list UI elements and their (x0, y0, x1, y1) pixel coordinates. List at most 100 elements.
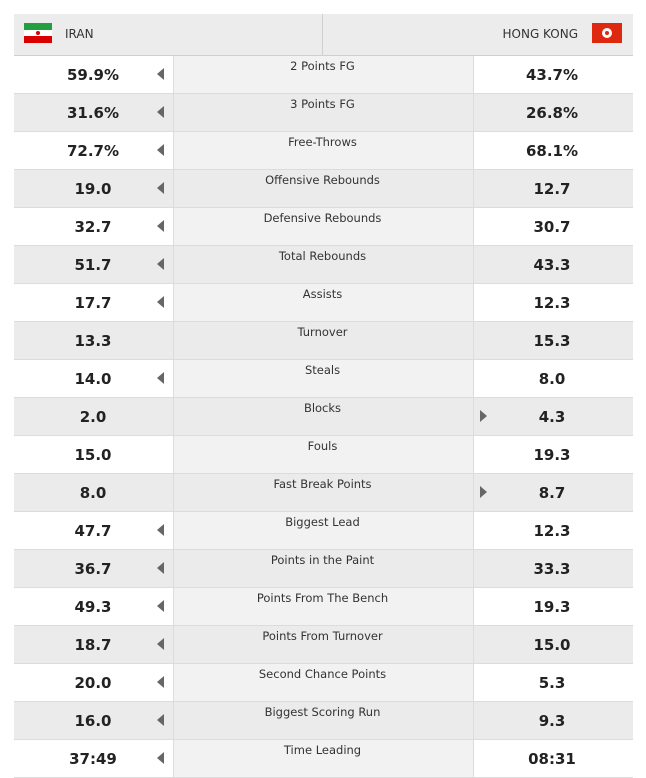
stat-row: 37:49 Time Leading 08:31 (14, 740, 633, 778)
stats-panel: IRAN HONG KONG 59.9% 2 Points FG 43.7% 31.6… (14, 14, 633, 778)
left-value: 47.7 (74, 522, 112, 540)
left-value: 16.0 (74, 712, 112, 730)
leader-arrow (157, 144, 164, 156)
leader-arrow (157, 68, 164, 80)
stat-label: Biggest Scoring Run (264, 705, 381, 719)
stat-label: Offensive Rebounds (265, 173, 380, 187)
iran-flag (24, 23, 52, 43)
label-cell (173, 208, 474, 245)
leader-arrow (157, 752, 164, 764)
left-value: 32.7 (74, 218, 112, 236)
left-value: 59.9% (66, 66, 120, 84)
leader-arrow (157, 220, 164, 232)
stat-row: 72.7% Free-Throws 68.1% (14, 132, 633, 170)
stat-label: 3 Points FG (290, 97, 355, 111)
right-value: 19.3 (533, 598, 571, 616)
label-cell (173, 284, 474, 321)
stat-label: Points in the Paint (270, 553, 375, 567)
right-value: 19.3 (533, 446, 571, 464)
label-cell (173, 322, 474, 359)
stat-row: 36.7 Points in the Paint 33.3 (14, 550, 633, 588)
stat-row: 16.0 Biggest Scoring Run 9.3 (14, 702, 633, 740)
stat-row: 31.6% 3 Points FG 26.8% (14, 94, 633, 132)
right-value: 30.7 (533, 218, 571, 236)
left-value: 37:49 (69, 750, 117, 768)
right-value: 68.1% (525, 142, 579, 160)
label-cell (173, 56, 474, 93)
right-value: 12.3 (533, 522, 571, 540)
label-cell (173, 588, 474, 625)
stat-row: 17.7 Assists 12.3 (14, 284, 633, 322)
stat-row: 59.9% 2 Points FG 43.7% (14, 56, 633, 94)
label-cell (173, 132, 474, 169)
right-value: 43.7% (525, 66, 579, 84)
stat-label: Defensive Rebounds (263, 211, 382, 225)
left-value: 17.7 (74, 294, 112, 312)
stat-label: Second Chance Points (258, 667, 387, 681)
leader-arrow (157, 524, 164, 536)
stat-row: 14.0 Steals 8.0 (14, 360, 633, 398)
stat-label: Assists (302, 287, 343, 301)
header: IRAN HONG KONG (14, 14, 633, 56)
stat-row: 49.3 Points From The Bench 19.3 (14, 588, 633, 626)
stat-row: 51.7 Total Rebounds 43.3 (14, 246, 633, 284)
stat-label: Blocks (303, 401, 342, 415)
left-value: 49.3 (74, 598, 112, 616)
left-value: 8.0 (79, 484, 107, 502)
leader-arrow (157, 714, 164, 726)
leader-arrow (157, 372, 164, 384)
left-value: 20.0 (74, 674, 112, 692)
label-cell (173, 360, 474, 397)
left-value: 15.0 (74, 446, 112, 464)
stat-row: 47.7 Biggest Lead 12.3 (14, 512, 633, 550)
label-cell (173, 474, 474, 511)
label-cell (173, 436, 474, 473)
right-value: 43.3 (533, 256, 571, 274)
right-value: 08:31 (528, 750, 576, 768)
leader-arrow (157, 182, 164, 194)
stat-row: 18.7 Points From Turnover 15.0 (14, 626, 633, 664)
left-value: 31.6% (66, 104, 120, 122)
right-value: 12.7 (533, 180, 571, 198)
leader-arrow (157, 258, 164, 270)
leader-arrow (480, 486, 487, 498)
stat-rows: 59.9% 2 Points FG 43.7% 31.6% 3 Points FG 26.… (14, 56, 633, 778)
stat-row: 20.0 Second Chance Points 5.3 (14, 664, 633, 702)
leader-arrow (157, 638, 164, 650)
left-value: 36.7 (74, 560, 112, 578)
left-value: 14.0 (74, 370, 112, 388)
label-cell (173, 550, 474, 587)
label-cell (173, 702, 474, 739)
stat-label: Steals (304, 363, 341, 377)
leader-arrow (157, 600, 164, 612)
stat-row: 2.0 Blocks 4.3 (14, 398, 633, 436)
stat-label: Points From The Bench (256, 591, 389, 605)
label-cell (173, 398, 474, 435)
label-cell (173, 512, 474, 549)
stat-row: 13.3 Turnover 15.3 (14, 322, 633, 360)
hong-kong-flag (592, 23, 622, 43)
stat-label: Points From Turnover (262, 629, 383, 643)
right-team: HONG KONG (502, 27, 579, 41)
stat-label: Fast Break Points (273, 477, 372, 491)
label-cell (173, 246, 474, 283)
left-value: 18.7 (74, 636, 112, 654)
right-value: 26.8% (525, 104, 579, 122)
stat-row: 15.0 Fouls 19.3 (14, 436, 633, 474)
stat-label: Total Rebounds (278, 249, 367, 263)
right-value: 5.3 (538, 674, 566, 692)
right-value: 15.3 (533, 332, 571, 350)
leader-arrow (480, 410, 487, 422)
stat-row: 8.0 Fast Break Points 8.7 (14, 474, 633, 512)
stat-row: 32.7 Defensive Rebounds 30.7 (14, 208, 633, 246)
label-cell (173, 664, 474, 701)
left-value: 2.0 (79, 408, 107, 426)
leader-arrow (157, 106, 164, 118)
label-cell (173, 626, 474, 663)
stat-label: Time Leading (283, 743, 362, 757)
stat-label: 2 Points FG (290, 59, 355, 73)
left-value: 72.7% (66, 142, 120, 160)
stat-label: Turnover (297, 325, 348, 339)
left-value: 13.3 (74, 332, 112, 350)
